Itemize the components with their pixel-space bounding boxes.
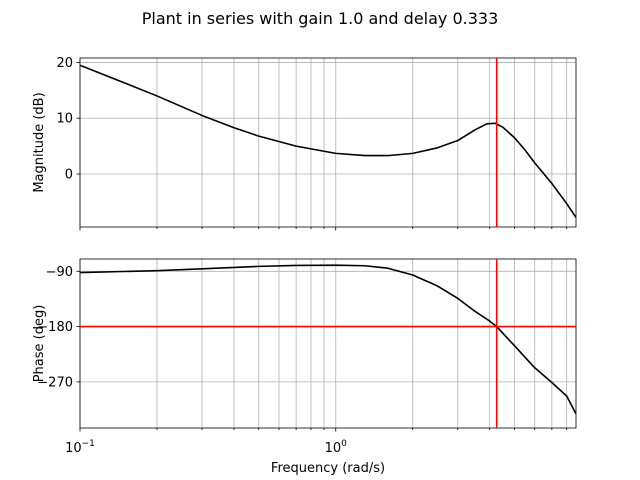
series-line	[80, 264, 576, 415]
plot-area	[80, 259, 576, 428]
y-axis-label: Phase (deg)	[32, 305, 47, 383]
y-tick-label: −90	[46, 265, 73, 280]
y-tick-label: −270	[37, 375, 73, 390]
x-tick-exponent: −1	[82, 439, 95, 449]
x-tick-base: 10	[65, 441, 82, 456]
x-axis-label: Frequency (rad/s)	[271, 461, 385, 476]
y-tick-label: 10	[56, 112, 73, 127]
plot-area	[80, 58, 576, 227]
y-tick-label: −180	[37, 320, 73, 335]
series-line	[80, 64, 576, 218]
y-tick-label: 0	[65, 168, 73, 183]
y-tick-label: 20	[56, 56, 73, 71]
axes-frame	[79, 57, 577, 228]
x-tick-exponent: 0	[341, 439, 347, 449]
y-axis-label: Magnitude (dB)	[32, 92, 47, 192]
x-tick-label: 10−1	[65, 439, 95, 456]
figure-title: Plant in series with gain 1.0 and delay …	[142, 9, 499, 28]
magnitude-panel: 0 10 20 Magnitude (dB)	[32, 56, 577, 231]
axes-frame	[79, 258, 577, 429]
x-tick-label: 100	[325, 439, 348, 456]
x-tick-base: 10	[325, 441, 342, 456]
